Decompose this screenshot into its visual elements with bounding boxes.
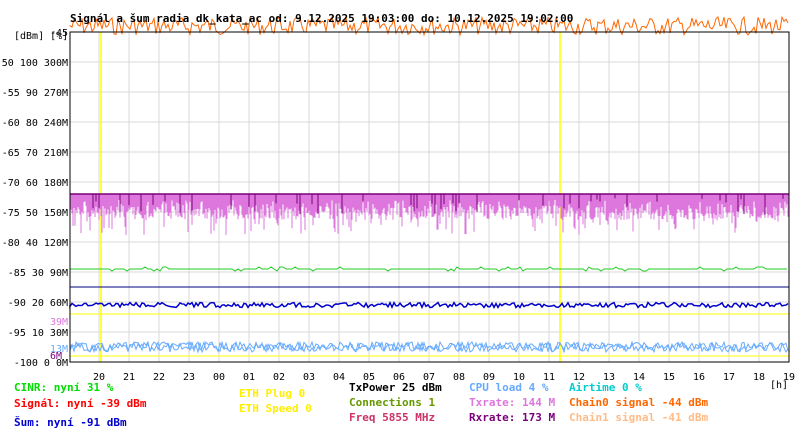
y-tick-label: -45 — [50, 28, 68, 39]
x-tick-label: 02 — [273, 372, 285, 383]
x-tick-label: 15 — [663, 372, 675, 383]
y-tick-label: -60 80 240M — [2, 118, 68, 129]
legend-cinr: CINR: nyní 31 % — [14, 381, 114, 394]
series-cpu-load — [69, 340, 789, 354]
y-tick-label: -90 20 60M — [8, 298, 68, 309]
legend-connections: Connections 1 — [349, 396, 436, 409]
chart-series — [69, 15, 790, 362]
x-tick-label: 07 — [423, 372, 435, 383]
x-tick-label: 04 — [333, 372, 345, 383]
x-tick-label: 19 — [783, 372, 795, 383]
series-cinr — [70, 266, 787, 272]
legend-txrate: Txrate: 144 M — [469, 396, 556, 409]
y-tick-label: -65 70 210M — [2, 148, 68, 159]
y-axis-label: [dBm] [%] — [14, 31, 68, 42]
y-tick-label: -50 100 300M — [0, 58, 68, 69]
chart-title: Signál a šum radia dk_kata_ac od: 9.12.2… — [70, 12, 573, 25]
x-tick-label: 23 — [183, 372, 195, 383]
x-tick-label: 17 — [723, 372, 735, 383]
legend-freq: Freq 5855 MHz — [349, 411, 436, 424]
legend-noise: Šum: nyní -91 dBm — [14, 416, 127, 429]
legend-eth-plug: ETH Plug 0 — [239, 387, 306, 400]
x-tick-label: 18 — [753, 372, 765, 383]
legend-rxrate: Rxrate: 173 M — [469, 411, 556, 424]
x-tick-label: 22 — [153, 372, 165, 383]
y-tick-label: -85 30 90M — [8, 268, 68, 279]
x-tick-label: 20 — [93, 372, 105, 383]
y-tick-label: -80 40 120M — [2, 238, 68, 249]
y-tick-label: -55 90 270M — [2, 88, 68, 99]
cpu-marker-label: 13M — [50, 344, 68, 355]
x-tick-label: 12 — [573, 372, 585, 383]
y-tick-label: -75 50 150M — [2, 208, 68, 219]
x-tick-label: 21 — [123, 372, 135, 383]
y-tick-label: -70 60 180M — [2, 178, 68, 189]
legend-chain0: Chain0 signal -44 dBm — [569, 396, 709, 409]
chart-axes: -45 -50 100 300M -55 90 270M -60 80 240M -65… — [0, 28, 795, 383]
x-tick-label: 06 — [393, 372, 405, 383]
y-tick-label: -95 10 30M — [8, 328, 68, 339]
x-tick-label: 01 — [243, 372, 255, 383]
x-tick-label: 10 — [513, 372, 525, 383]
x-tick-label: 00 — [213, 372, 225, 383]
x-tick-label: 09 — [483, 372, 495, 383]
x-tick-label: 13 — [603, 372, 615, 383]
legend-cpu: CPU load 4 % — [469, 381, 549, 394]
txrate-marker-label: 39M — [50, 317, 68, 328]
legend-eth-speed: ETH Speed 0 — [239, 402, 312, 415]
x-tick-label: 08 — [453, 372, 465, 383]
x-tick-label: 05 — [363, 372, 375, 383]
x-tick-label: 11 — [543, 372, 555, 383]
x-tick-label: 03 — [303, 372, 315, 383]
legend-chain1: Chain1 signal -41 dBm — [569, 411, 709, 424]
y-tick-label: -100 0 0M — [14, 358, 68, 369]
legend-signal: Signál: nyní -39 dBm — [14, 397, 147, 410]
legend-txpower: TxPower 25 dBm — [349, 381, 442, 394]
x-tick-label: 14 — [633, 372, 645, 383]
plot-frame — [69, 31, 790, 363]
x-tick-label: 16 — [693, 372, 705, 383]
series-noise — [69, 300, 789, 310]
legend-airtime: Airtime 0 % — [569, 381, 642, 394]
x-axis-label: [h] — [770, 380, 788, 391]
rxrate-marker-label: 6M — [50, 351, 62, 362]
